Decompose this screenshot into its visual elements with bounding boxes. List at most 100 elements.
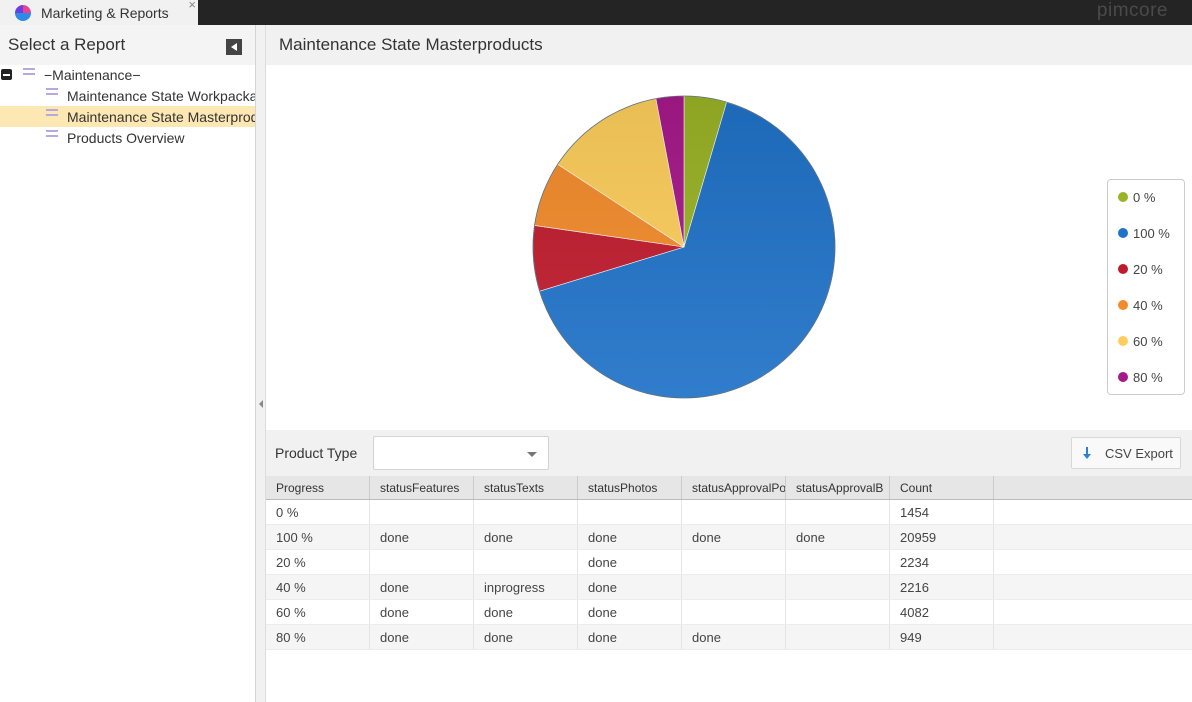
table-cell: done <box>578 525 682 549</box>
chevron-down-icon[interactable] <box>527 452 537 457</box>
chart-area: 0 % 100 % 20 % 40 % 60 % 80 % <box>266 65 1192 430</box>
table-cell <box>786 600 890 624</box>
report-icon <box>23 68 35 76</box>
column-header[interactable]: statusFeatures <box>370 476 474 499</box>
grid-header: Progress statusFeatures statusTexts statusP… <box>266 476 1192 500</box>
tree-item-workpackages[interactable]: Maintenance State Workpackages <box>0 85 255 106</box>
table-row[interactable]: 80 % done done done done 949 <box>266 625 1192 650</box>
table-cell: done <box>474 600 578 624</box>
table-cell: inprogress <box>474 575 578 599</box>
chart-legend: 0 % 100 % 20 % 40 % 60 % 80 % <box>1107 179 1185 395</box>
table-row[interactable]: 20 % done 2234 <box>266 550 1192 575</box>
collapse-panel-button[interactable] <box>226 39 242 55</box>
table-cell <box>786 500 890 524</box>
legend-label: 40 % <box>1133 297 1163 313</box>
legend-item[interactable]: 0 % <box>1118 188 1155 206</box>
legend-item[interactable]: 40 % <box>1118 296 1163 314</box>
table-cell <box>474 550 578 574</box>
table-cell <box>578 500 682 524</box>
column-header[interactable]: statusApprovalPo <box>682 476 786 499</box>
download-icon <box>1082 446 1092 460</box>
report-tree-panel: Select a Report −Maintenance− Maintenanc… <box>0 25 256 702</box>
table-cell: done <box>370 525 474 549</box>
legend-item[interactable]: 20 % <box>1118 260 1163 278</box>
table-cell <box>682 600 786 624</box>
csv-export-button[interactable]: CSV Export <box>1071 437 1181 469</box>
table-cell: 1454 <box>890 500 994 524</box>
pimcore-logo-icon <box>15 4 31 21</box>
table-cell: done <box>682 625 786 649</box>
legend-item[interactable]: 60 % <box>1118 332 1163 350</box>
table-cell: 4082 <box>890 600 994 624</box>
table-cell: done <box>578 575 682 599</box>
table-cell: 20 % <box>266 550 370 574</box>
table-cell: done <box>370 625 474 649</box>
tab-marketing-reports[interactable]: Marketing & Reports × <box>0 0 198 25</box>
table-cell <box>370 500 474 524</box>
table-cell: done <box>578 600 682 624</box>
column-header[interactable]: Progress <box>266 476 370 499</box>
legend-item[interactable]: 100 % <box>1118 224 1170 242</box>
tree-item-label: −Maintenance− <box>44 67 141 83</box>
panel-splitter[interactable] <box>256 25 266 702</box>
legend-dot-icon <box>1118 228 1128 238</box>
top-bar: Marketing & Reports × pimcore <box>0 0 1192 25</box>
legend-item[interactable]: 80 % <box>1118 368 1163 386</box>
table-cell: 0 % <box>266 500 370 524</box>
report-icon <box>46 109 58 117</box>
table-cell <box>682 575 786 599</box>
tree-item-label: Maintenance State Workpackages <box>67 87 255 104</box>
report-grid: Progress statusFeatures statusTexts statusP… <box>266 476 1192 650</box>
tree-item-masterproducts[interactable]: Maintenance State Masterproducts <box>0 106 255 127</box>
tree-item-products-overview[interactable]: Products Overview <box>0 127 255 148</box>
close-icon[interactable]: × <box>188 0 196 12</box>
column-header[interactable]: Count <box>890 476 994 499</box>
table-cell <box>786 625 890 649</box>
legend-label: 0 % <box>1133 189 1156 205</box>
tree-item-label: Products Overview <box>67 129 185 146</box>
table-cell: 80 % <box>266 625 370 649</box>
table-cell: done <box>474 625 578 649</box>
table-row[interactable]: 40 % done inprogress done 2216 <box>266 575 1192 600</box>
table-row[interactable]: 60 % done done done 4082 <box>266 600 1192 625</box>
table-cell <box>370 550 474 574</box>
table-cell <box>682 500 786 524</box>
legend-label: 100 % <box>1133 225 1170 241</box>
column-header[interactable]: statusApprovalB <box>786 476 890 499</box>
table-cell: 100 % <box>266 525 370 549</box>
legend-label: 60 % <box>1133 333 1163 349</box>
brand-logo: pimcore <box>1096 0 1168 21</box>
table-cell: 949 <box>890 625 994 649</box>
table-cell: done <box>578 550 682 574</box>
csv-export-label: CSV Export <box>1105 445 1173 461</box>
tab-title: Marketing & Reports <box>41 4 169 21</box>
column-header[interactable]: statusPhotos <box>578 476 682 499</box>
table-cell: 2234 <box>890 550 994 574</box>
table-cell: done <box>578 625 682 649</box>
table-row[interactable]: 100 % done done done done done 20959 <box>266 525 1192 550</box>
table-cell: 40 % <box>266 575 370 599</box>
table-row[interactable]: 0 % 1454 <box>266 500 1192 525</box>
legend-dot-icon <box>1118 300 1128 310</box>
tree-item-maintenance[interactable]: −Maintenance− <box>0 65 255 85</box>
legend-label: 80 % <box>1133 369 1163 385</box>
report-icon <box>46 130 58 138</box>
table-cell <box>786 550 890 574</box>
table-cell: 2216 <box>890 575 994 599</box>
report-icon <box>46 88 58 96</box>
table-cell: 20959 <box>890 525 994 549</box>
table-cell: done <box>786 525 890 549</box>
table-cell <box>474 500 578 524</box>
table-cell <box>682 550 786 574</box>
collapse-icon[interactable] <box>1 69 12 80</box>
legend-dot-icon <box>1118 264 1128 274</box>
column-header[interactable]: statusTexts <box>474 476 578 499</box>
report-header: Maintenance State Masterproducts <box>266 25 1192 65</box>
table-cell: 60 % <box>266 600 370 624</box>
tree-item-label: Maintenance State Masterproducts <box>67 108 255 125</box>
product-type-select[interactable] <box>373 436 549 470</box>
pie-chart <box>532 95 836 399</box>
legend-label: 20 % <box>1133 261 1163 277</box>
expand-arrow-icon[interactable] <box>259 400 263 408</box>
product-type-label: Product Type <box>275 445 358 461</box>
